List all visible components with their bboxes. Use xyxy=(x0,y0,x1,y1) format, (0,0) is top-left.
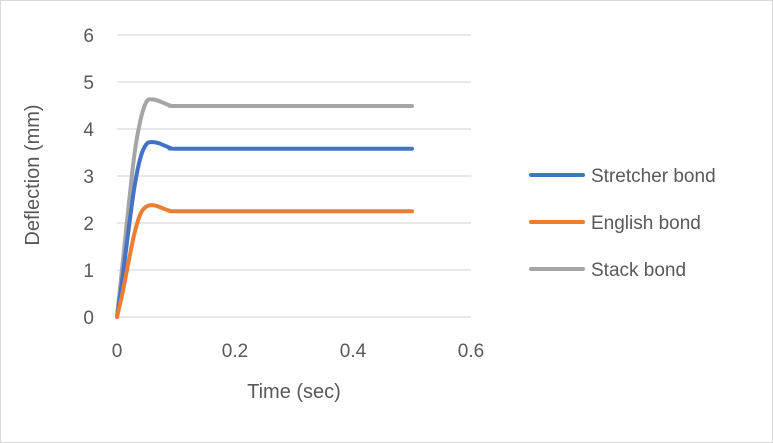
y-tick-labels: 0 1 2 3 4 5 6 xyxy=(83,26,94,329)
y-axis-title: Deflection (mm) xyxy=(22,104,44,245)
legend-item: English bond xyxy=(529,213,701,234)
legend-label: Stack bond xyxy=(591,260,686,281)
y-tick-label: 4 xyxy=(83,120,94,141)
series-line-stretcher-bond xyxy=(115,140,414,319)
legend: Stretcher bond English bond Stack bond xyxy=(529,166,716,281)
legend-label: English bond xyxy=(591,213,701,234)
gridlines xyxy=(117,34,471,271)
series-lines xyxy=(115,97,414,319)
y-tick-label: 5 xyxy=(83,73,94,94)
legend-label: Stretcher bond xyxy=(591,166,716,187)
y-tick-label: 2 xyxy=(83,214,94,235)
x-tick-label: 0.6 xyxy=(458,341,484,362)
x-tick-label: 0.2 xyxy=(222,341,248,362)
y-tick-label: 3 xyxy=(83,167,94,188)
y-tick-label: 6 xyxy=(83,26,94,47)
series-line-english-bond xyxy=(115,203,414,319)
x-tick-labels: 0 0.2 0.4 0.6 xyxy=(112,341,485,362)
x-tick-label: 0.4 xyxy=(340,341,367,362)
x-axis-title: Time (sec) xyxy=(247,381,341,403)
legend-item: Stretcher bond xyxy=(529,166,716,187)
x-tick-label: 0 xyxy=(112,341,123,362)
series-line-stack-bond xyxy=(115,97,414,319)
y-tick-label: 0 xyxy=(83,308,94,329)
legend-item: Stack bond xyxy=(529,260,686,281)
y-tick-label: 1 xyxy=(83,261,94,282)
